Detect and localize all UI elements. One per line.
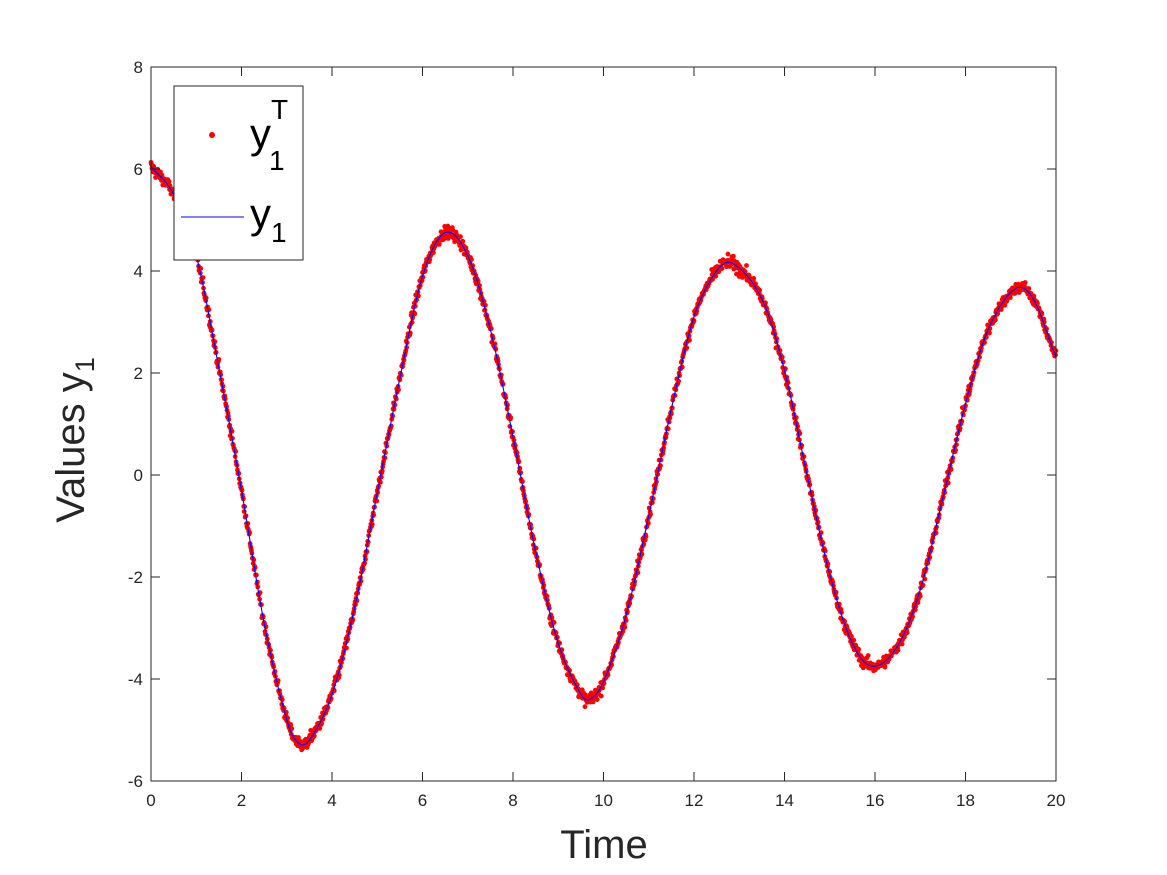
series-y1T-point [865,653,871,658]
x-tick-label: 8 [508,791,517,810]
x-axis-label: Time [560,823,647,867]
y-tick-label: 4 [134,262,143,281]
y-tick-label: 2 [134,364,143,383]
legend-label-y1T-base: y [250,110,271,157]
legend-label-y1T-subscript: 1 [269,145,285,176]
series-y1-line [150,166,1057,746]
y-tick-label: -2 [128,568,143,587]
series-y1T-point [895,647,901,653]
series-y1T-point [452,239,458,245]
y-tick-labels: -6 -4 -2 0 2 4 6 8 [128,58,143,791]
x-tick-label: 6 [418,791,427,810]
y-tick-label: 8 [134,58,143,77]
series-y1T-point [317,726,323,731]
series-y1T-point [297,739,303,744]
series-y1T-point [851,637,857,643]
axis-ticks [150,66,1057,782]
x-tick-label: 16 [866,791,885,810]
series-y1T-point [430,250,436,256]
legend-label-y1T-sup: T [271,94,288,125]
series-y1T-point [899,641,905,647]
series-y1T-point [856,646,862,652]
legend-label-y1-base: y [250,190,271,237]
y-tick-label: 0 [134,466,143,485]
series-y1T-point [719,266,725,271]
x-tick-label: 20 [1047,791,1066,810]
series-y1T-point [458,234,463,240]
x-tick-label: 4 [327,791,336,810]
series-y1T-point [1026,286,1032,291]
legend-label-y1: y1 [250,190,287,248]
series-y1T-point [1007,295,1013,300]
series-y1T-point [1022,280,1028,285]
series-y1T-point [582,704,588,710]
legend-box [173,85,304,261]
series-y1T-point [460,238,466,244]
y-tick-label: -6 [128,772,143,791]
series-y1T-point [744,263,749,268]
series-y1T-point [987,330,992,336]
series-y1T-point [730,253,736,259]
x-tick-label: 0 [146,791,155,810]
y-tick-label: -4 [128,670,143,689]
series-y1T-point [288,722,294,727]
legend: yT 1 y1 [173,85,304,261]
series-y1T-point [598,693,604,699]
y-axis-label-main: Values y [49,372,93,522]
series-y1T-point [590,699,596,705]
series-y1T-point [731,266,737,272]
series-y1T-point [687,337,692,343]
y-tick-label: 6 [134,160,143,179]
series-y1T-point [445,236,451,241]
legend-label-y1T: yT [250,94,288,157]
legend-label-y1-sub: 1 [271,217,287,248]
series-y1T-point [992,317,998,323]
legend-marker-y1T [209,132,215,138]
x-tick-label: 12 [685,791,704,810]
series-y1T-point [166,179,172,184]
series-y1T-point [904,630,910,636]
y-axis-label-sub: 1 [70,357,100,372]
series-y1T-point [436,242,442,247]
x-tick-label: 14 [775,791,794,810]
x-tick-label: 18 [956,791,975,810]
x-tick-label: 2 [237,791,246,810]
series-y1T-point [1002,302,1008,308]
series-y1T-point [725,251,731,257]
series-y1T-point [751,276,757,281]
svg-text:Values y1: Values y1 [49,357,100,522]
series-y1T-point [882,664,888,670]
x-tick-label: 10 [594,791,613,810]
y-axis-label: Values y1 [49,357,100,522]
series-y1T-point [594,697,600,702]
x-tick-labels: 0 2 4 6 8 10 12 14 16 18 20 [146,791,1065,810]
